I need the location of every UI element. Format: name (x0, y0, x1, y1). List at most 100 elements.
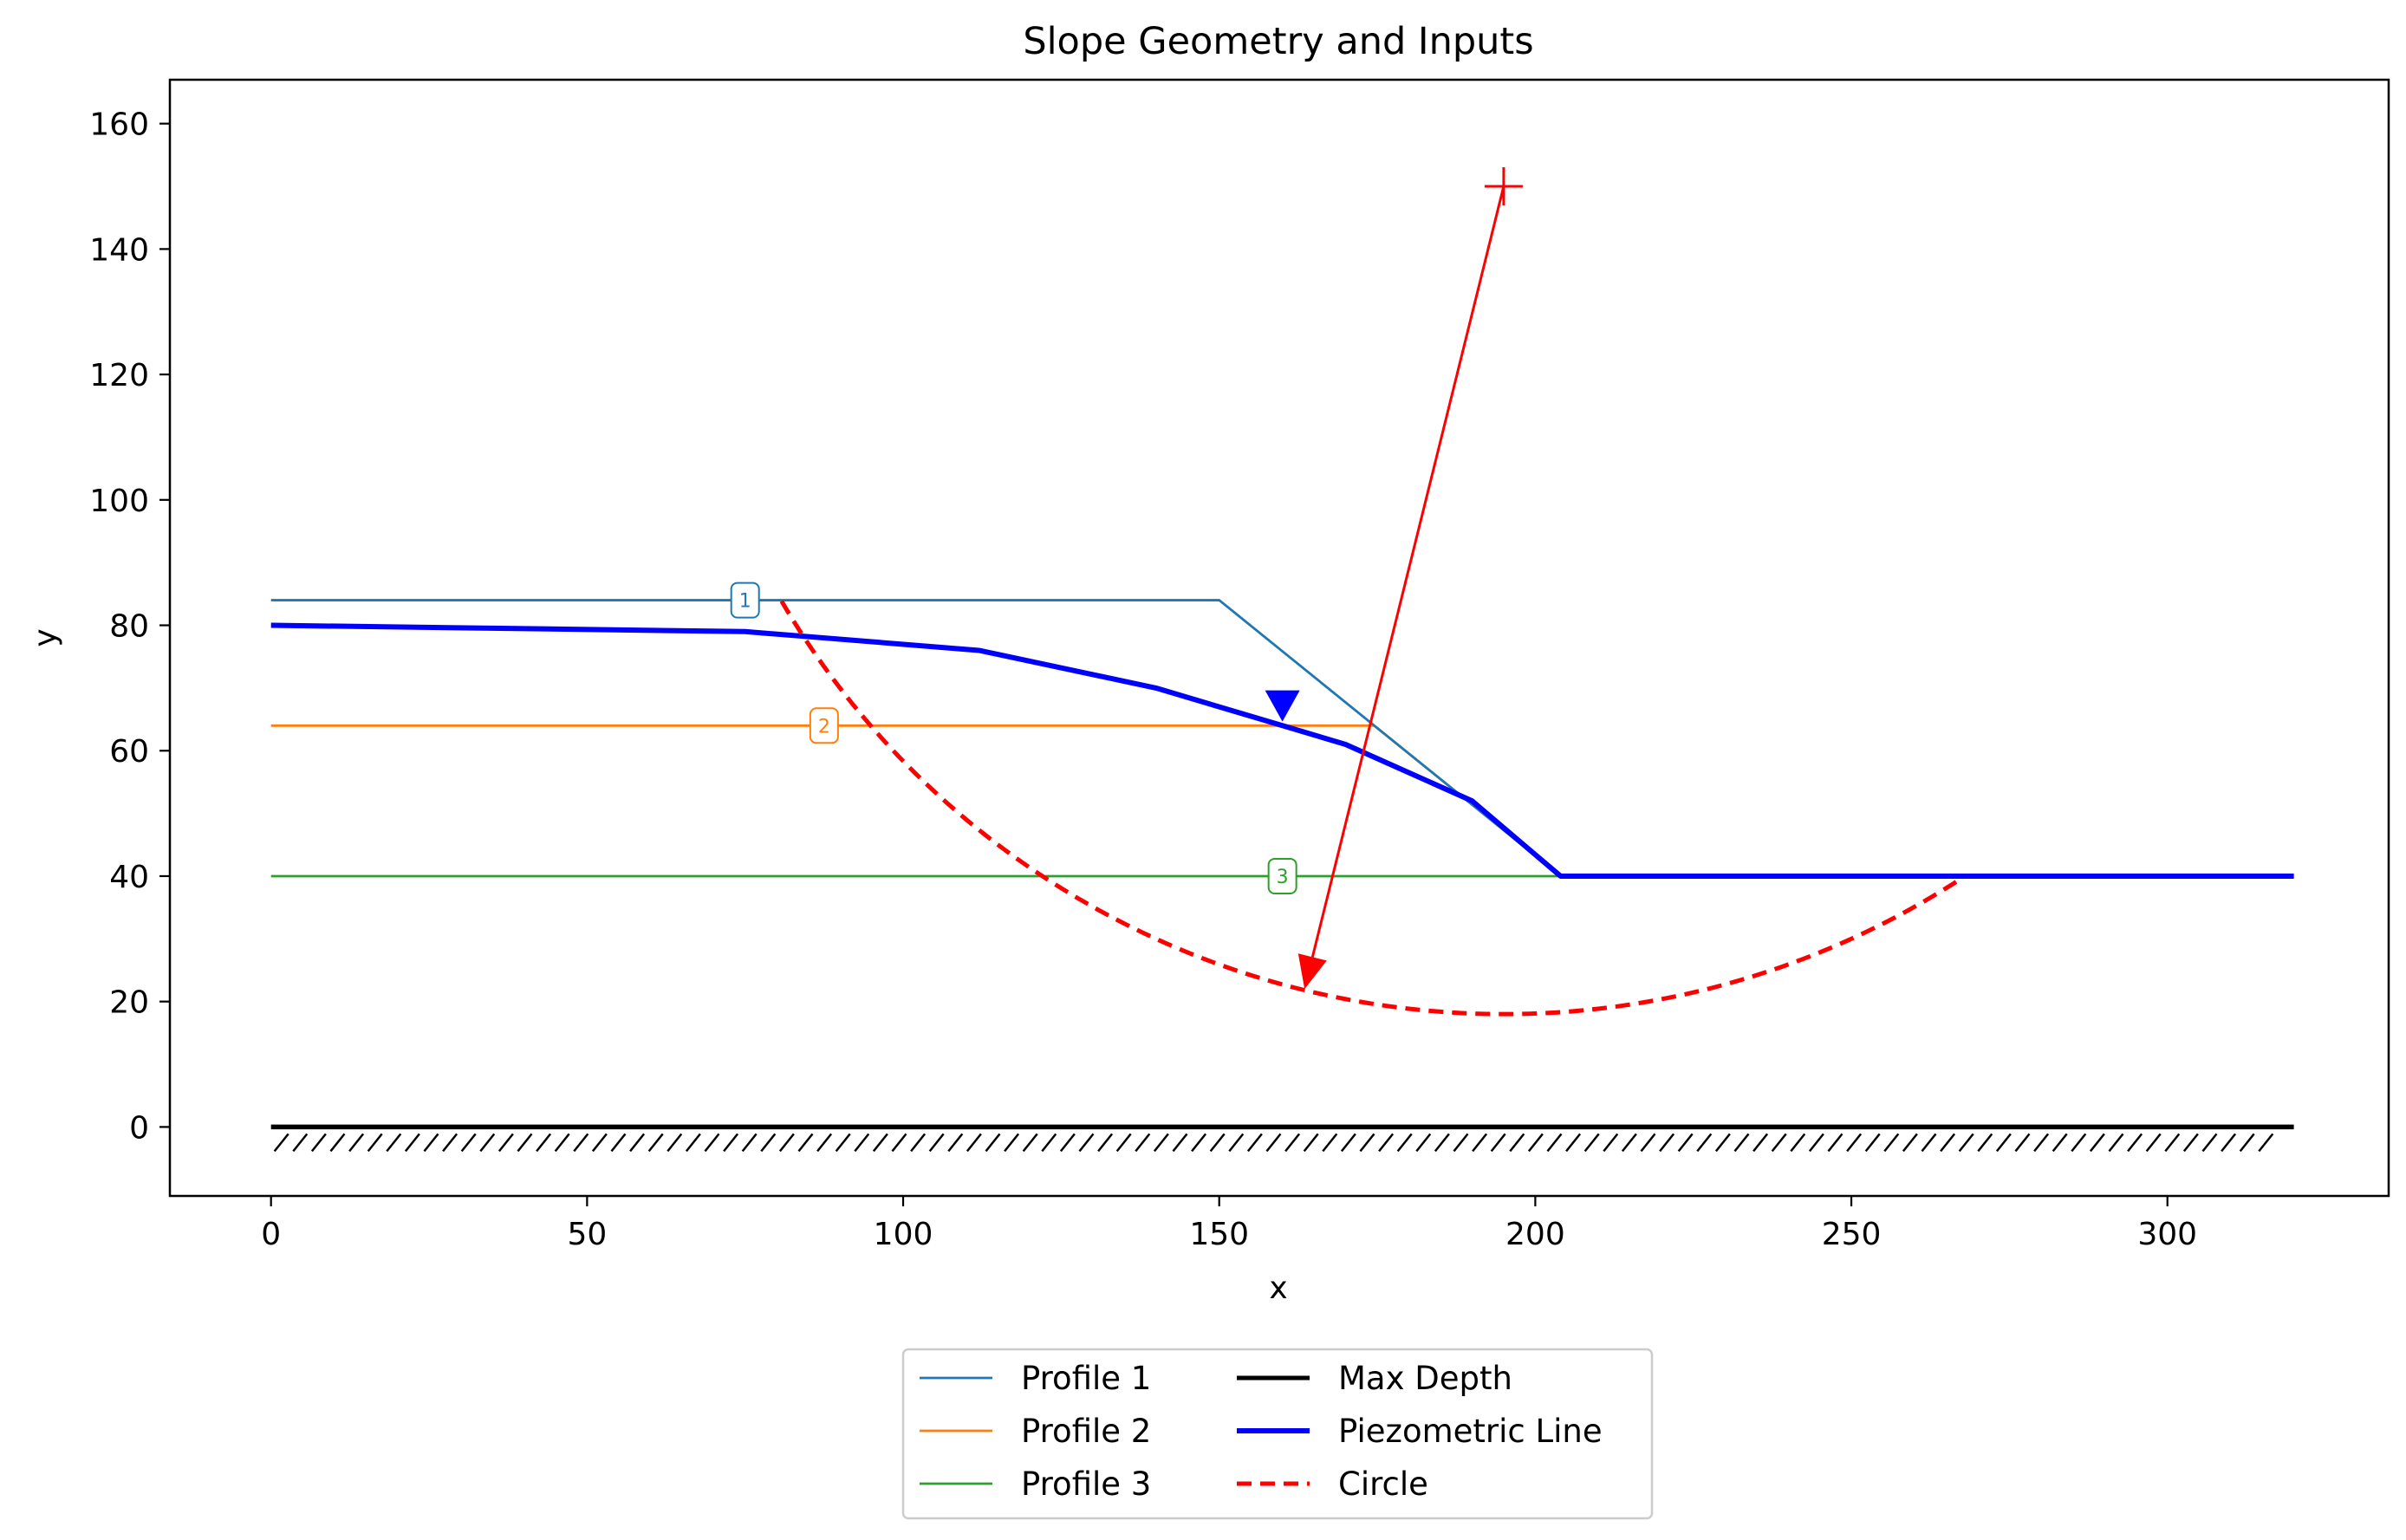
hatch-mark (1640, 1133, 1656, 1153)
hatch-mark (1172, 1133, 1188, 1153)
hatch-mark (778, 1133, 795, 1153)
hatch-mark (1771, 1133, 1787, 1153)
profile-1-line (270, 599, 1562, 878)
hatch-mark (1565, 1133, 1582, 1153)
hatch-mark (1509, 1133, 1525, 1153)
legend-label: Piezometric Line (1338, 1413, 1603, 1450)
hatch-mark (1696, 1133, 1713, 1153)
y-tick-label: 120 (89, 358, 149, 393)
hatch-mark (1864, 1133, 1881, 1153)
hatch-mark (1621, 1133, 1637, 1153)
hatch-mark (985, 1133, 1001, 1153)
hatch-mark (1846, 1133, 1863, 1153)
hatch-mark (647, 1133, 664, 1153)
x-tick-label: 0 (261, 1217, 281, 1252)
hatch-mark (1490, 1133, 1506, 1153)
hatch-mark (947, 1133, 964, 1153)
hatch-mark (1733, 1133, 1750, 1153)
hatch-mark (797, 1133, 814, 1153)
hatch-mark (1228, 1133, 1245, 1153)
hatch-mark (348, 1133, 365, 1153)
hatch-mark (816, 1133, 833, 1153)
hatch-mark (854, 1133, 870, 1153)
hatch-mark (536, 1133, 552, 1153)
hatch-mark (1453, 1133, 1469, 1153)
hatch-mark (1041, 1133, 1057, 1153)
hatch-mark (629, 1133, 646, 1153)
profile-2-tag: 2 (818, 716, 830, 738)
circle-arc (779, 600, 1962, 1017)
hatch-mark (1921, 1133, 1937, 1153)
legend-label: Profile 1 (1021, 1360, 1151, 1397)
hatch-mark (1115, 1133, 1132, 1153)
hatch-mark (1303, 1133, 1319, 1153)
hatch-mark (517, 1133, 533, 1153)
hatch-mark (1284, 1133, 1301, 1153)
hatch-mark (1022, 1133, 1038, 1153)
profile-tag-box (1267, 857, 1297, 894)
profile-tag-box (809, 707, 839, 744)
hatch-mark (1940, 1133, 1956, 1153)
hatch-mark (329, 1133, 346, 1153)
hatch-mark (1265, 1133, 1282, 1153)
y-tick-label: 160 (89, 107, 149, 143)
hatch-mark (1546, 1133, 1563, 1153)
hatch-mark (2164, 1133, 2181, 1153)
legend-box (901, 1348, 1654, 1520)
hatch-mark (573, 1133, 589, 1153)
hatch-mark (928, 1133, 945, 1153)
hatch-mark (1902, 1133, 1918, 1153)
hatch-mark (1659, 1133, 1675, 1153)
hatch-mark (1752, 1133, 1769, 1153)
hatch-mark (460, 1133, 477, 1153)
hatch-mark (1808, 1133, 1824, 1153)
hatch-mark (1059, 1133, 1076, 1153)
hatch-mark (1977, 1133, 1993, 1153)
hatch-mark (2127, 1133, 2143, 1153)
hatch-mark (1415, 1133, 1432, 1153)
hatch-mark (1434, 1133, 1450, 1153)
y-tick-label: 100 (89, 484, 149, 519)
radius-arrow-line (1310, 185, 1505, 958)
hatch-mark (1378, 1133, 1395, 1153)
hatch-mark (1677, 1133, 1694, 1153)
legend-label: Profile 2 (1021, 1413, 1151, 1450)
hatch-mark (2258, 1133, 2274, 1153)
hatch-mark (479, 1133, 496, 1153)
hatch-mark (835, 1133, 851, 1153)
hatch-mark (667, 1133, 683, 1153)
hatch-mark (1883, 1133, 1900, 1153)
hatch-mark (704, 1133, 720, 1153)
y-axis-label: y (28, 628, 63, 647)
hatch-mark (554, 1133, 570, 1153)
chart-title: Slope Geometry and Inputs (1023, 20, 1533, 63)
hatch-mark (292, 1133, 309, 1153)
x-tick-label: 50 (567, 1217, 607, 1252)
hatch-mark (1322, 1133, 1338, 1153)
y-tick-label: 140 (89, 232, 149, 268)
hatch-mark (1135, 1133, 1151, 1153)
hatch-mark (1004, 1133, 1020, 1153)
hatch-mark (367, 1133, 383, 1153)
hatch-mark (2089, 1133, 2105, 1153)
hatch-mark (910, 1133, 927, 1153)
hatch-mark (1153, 1133, 1169, 1153)
hatch-mark (2033, 1133, 2050, 1153)
hatch-mark (2239, 1133, 2255, 1153)
hatch-mark (685, 1133, 701, 1153)
legend: Profile 1 Profile 2 Profile 3 Max Depth Piez… (901, 1348, 1654, 1520)
hatch-mark (891, 1133, 907, 1153)
hatch-mark (591, 1133, 608, 1153)
hatch-mark (966, 1133, 982, 1153)
y-tick-label: 40 (109, 860, 149, 895)
hatch-mark (1246, 1133, 1263, 1153)
hatch-mark (2014, 1133, 2031, 1153)
hatch-mark (1396, 1133, 1413, 1153)
hatch-mark (273, 1133, 289, 1153)
hatch-mark (2145, 1133, 2162, 1153)
x-tick-label: 300 (2137, 1217, 2197, 1252)
x-tick-label: 150 (1189, 1217, 1249, 1252)
x-tick-label: 200 (1505, 1217, 1565, 1252)
hatch-mark (1472, 1133, 1488, 1153)
